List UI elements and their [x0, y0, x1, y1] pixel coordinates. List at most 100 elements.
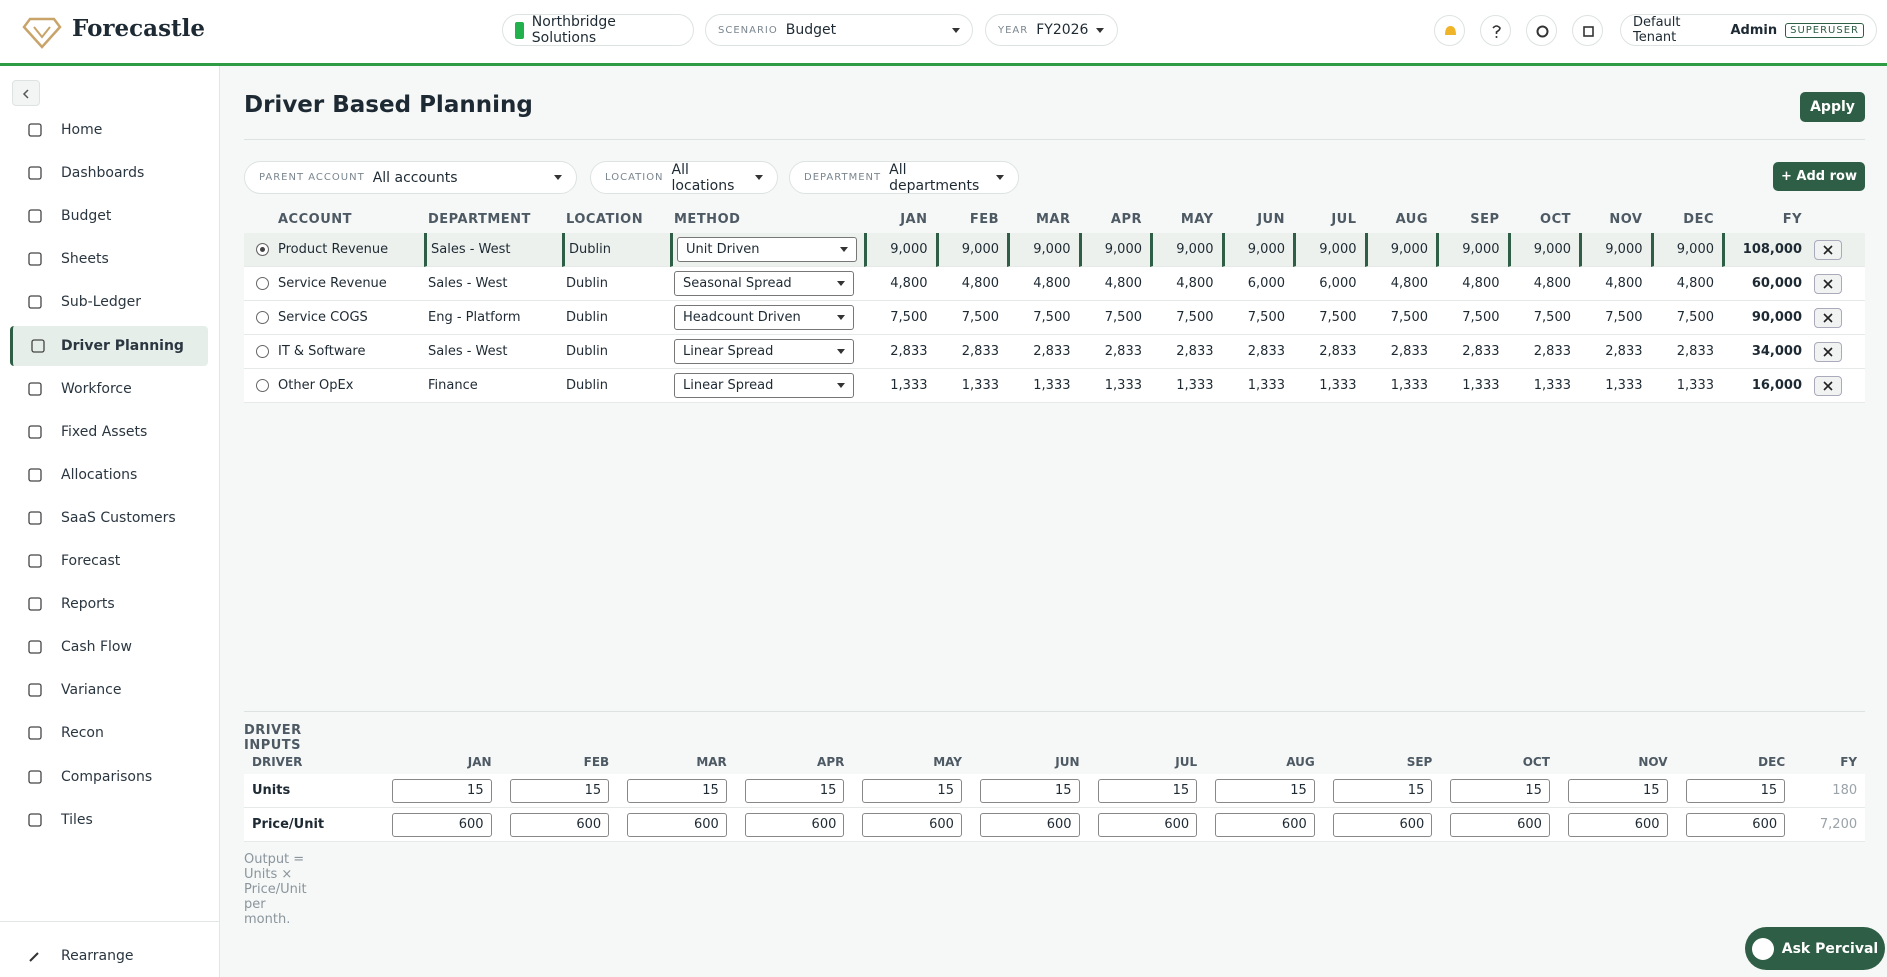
driver-input[interactable]: 15: [862, 778, 962, 803]
remove-button[interactable]: [1814, 375, 1842, 396]
user-menu[interactable]: Default Tenant Admin SUPERUSER: [1620, 14, 1877, 46]
cell: 1,333: [1364, 369, 1436, 403]
nav-item[interactable]: Cash Flow: [10, 627, 208, 667]
remove-button[interactable]: [1814, 239, 1842, 260]
nav-item[interactable]: Reports: [10, 584, 208, 624]
driver-input[interactable]: 15: [979, 778, 1080, 803]
row-radio[interactable]: [256, 345, 269, 358]
nav-item[interactable]: Allocations: [10, 455, 208, 495]
driver-input[interactable]: 600: [862, 812, 962, 837]
driver-input[interactable]: 600: [979, 812, 1080, 837]
cell: 9,000: [1579, 233, 1651, 267]
cell: 2,833: [1364, 335, 1436, 369]
method-select[interactable]: Seasonal Spread: [674, 271, 854, 296]
nav-item[interactable]: Sheets: [10, 239, 208, 279]
nav-item[interactable]: Forecast: [10, 541, 208, 581]
driver-input[interactable]: 15: [1332, 778, 1433, 803]
month-value: 2,833: [1390, 344, 1428, 359]
row-radio[interactable]: [256, 379, 269, 392]
cell: 15: [1440, 774, 1558, 808]
notifications[interactable]: [1434, 15, 1465, 46]
collapse-button[interactable]: [12, 80, 40, 106]
filter[interactable]: DEPARTMENT All departments: [789, 161, 1019, 194]
assistant-button[interactable]: Ask Percival: [1745, 927, 1885, 970]
nav-item[interactable]: Recon: [10, 713, 208, 753]
driver-input[interactable]: 15: [1685, 778, 1786, 803]
year-picker[interactable]: YEAR FY2026: [985, 14, 1118, 46]
row-radio[interactable]: [256, 311, 269, 324]
driver-input[interactable]: 15: [1567, 778, 1668, 803]
driver-input[interactable]: 600: [1685, 812, 1786, 837]
driver-input[interactable]: 15: [627, 778, 727, 803]
nav-item[interactable]: Fixed Assets: [10, 412, 208, 452]
row-radio[interactable]: [256, 277, 269, 290]
driver-input[interactable]: 600: [744, 812, 845, 837]
nav-item[interactable]: Dashboards: [10, 153, 208, 193]
filter[interactable]: LOCATION All locations: [590, 161, 778, 194]
driver-input[interactable]: 600: [1567, 812, 1668, 837]
remove-button[interactable]: [1814, 273, 1842, 294]
month-value: 9,000: [890, 242, 928, 257]
driver-input[interactable]: 15: [509, 778, 610, 803]
cell: 15: [1087, 774, 1206, 808]
driver-input[interactable]: 600: [627, 812, 727, 837]
driver-input[interactable]: 600: [1097, 812, 1198, 837]
cell: 7,500: [1507, 301, 1579, 335]
driver-input[interactable]: 15: [1215, 778, 1315, 803]
value: 600: [1399, 817, 1425, 832]
month-value: 1,333: [890, 378, 928, 393]
driver-input[interactable]: 600: [1332, 812, 1433, 837]
nav-item[interactable]: Tiles: [10, 800, 208, 840]
help[interactable]: [1480, 15, 1511, 46]
driver-input[interactable]: 600: [509, 812, 610, 837]
entity-picker[interactable]: Northbridge Solutions: [502, 14, 694, 46]
nav-item[interactable]: Workforce: [10, 369, 208, 409]
nav-item[interactable]: Comparisons: [10, 757, 208, 797]
driver-input[interactable]: 15: [392, 778, 492, 803]
nav-item[interactable]: Sub-Ledger: [10, 282, 208, 322]
scenario-picker[interactable]: SCENARIO Budget: [705, 14, 973, 46]
remove-button[interactable]: [1814, 341, 1842, 362]
value: 15: [584, 783, 602, 798]
driver-input[interactable]: 600: [1215, 812, 1315, 837]
method-select[interactable]: Linear Spread: [674, 373, 854, 398]
column-header: AUG: [1286, 755, 1315, 769]
value: 15: [1172, 783, 1190, 798]
driver-input[interactable]: 600: [392, 812, 492, 837]
page-title: Driver Based Planning: [244, 92, 533, 118]
fy-total: 90,000: [1751, 310, 1802, 325]
apply-button[interactable]: Apply: [1800, 92, 1865, 122]
cell: Headcount Driven: [670, 301, 864, 335]
add-row-button[interactable]: + Add row: [1773, 162, 1865, 191]
row-radio[interactable]: [256, 243, 269, 256]
method-select[interactable]: Unit Driven: [677, 237, 857, 262]
rearrange[interactable]: Rearrange: [10, 936, 208, 976]
month-value: 4,800: [1033, 276, 1071, 291]
label: Driver Planning: [61, 337, 184, 354]
column-header: JUL: [1331, 211, 1357, 227]
remove-button[interactable]: [1814, 307, 1842, 328]
month-value: 7,500: [1104, 310, 1142, 325]
driver-input[interactable]: 15: [1450, 778, 1550, 803]
cell: Dublin: [562, 233, 670, 267]
nav-item[interactable]: Home: [10, 110, 208, 150]
cell: 7,500: [1364, 301, 1436, 335]
nav-item[interactable]: Driver Planning: [10, 325, 208, 366]
method-select[interactable]: Linear Spread: [674, 339, 854, 364]
settings[interactable]: [1526, 15, 1557, 46]
method-select[interactable]: Headcount Driven: [674, 305, 854, 330]
caret: [837, 383, 845, 388]
nav-item[interactable]: Budget: [10, 196, 208, 236]
value: 600: [1164, 817, 1190, 832]
label: Budget: [61, 208, 112, 225]
cell: 4,800: [1150, 267, 1222, 301]
filter[interactable]: PARENT ACCOUNT All accounts: [244, 161, 577, 194]
cell: Units: [244, 774, 382, 808]
cell: 9,000: [1293, 233, 1365, 267]
driver-input[interactable]: 15: [1097, 778, 1198, 803]
nav-item[interactable]: SaaS Customers: [10, 498, 208, 538]
driver-input[interactable]: 15: [744, 778, 845, 803]
nav-item[interactable]: Variance: [10, 670, 208, 710]
driver-input[interactable]: 600: [1450, 812, 1550, 837]
command[interactable]: [1572, 15, 1603, 46]
